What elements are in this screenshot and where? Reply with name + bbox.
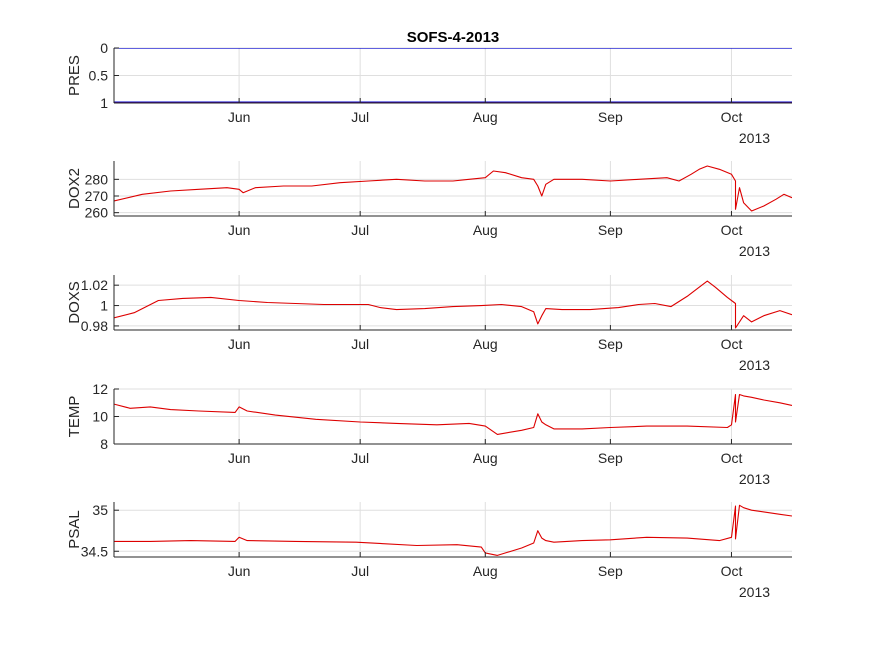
x-tick-label: Sep [598,336,623,352]
y-tick-label: 280 [85,171,109,187]
x-year-label: 2013 [739,243,770,259]
x-year-label: 2013 [739,584,770,600]
x-tick-label: Oct [721,109,743,125]
y-tick-label: 0.98 [81,318,108,334]
y-axis-label: PRES [66,55,83,96]
x-tick-label: Sep [598,563,623,579]
x-tick-label: Sep [598,222,623,238]
y-tick-label: 12 [92,381,108,397]
series-line-dox2 [114,165,792,212]
y-tick-label: 260 [85,205,109,221]
x-tick-label: Sep [598,450,623,466]
x-tick-label: Aug [473,563,498,579]
series-line-temp [114,393,792,435]
x-tick-label: Jun [228,222,251,238]
x-tick-label: Oct [721,222,743,238]
y-tick-label: 10 [92,409,108,425]
series-line-psal [114,504,792,556]
y-tick-label: 34.5 [81,543,108,559]
x-tick-label: Jul [351,563,369,579]
y-tick-label: 1 [100,95,108,111]
subplot-grid: Jun Jul Aug Sep Oct 2013 0 0.5 1 PRES Jun Jul Aug Sep… [66,40,792,600]
y-tick-label: 0.5 [89,68,109,84]
x-tick-label: Oct [721,450,743,466]
x-tick-label: Jun [228,336,251,352]
x-tick-label: Oct [721,563,743,579]
x-tick-label: Aug [473,222,498,238]
x-tick-label: Oct [721,336,743,352]
series-line-doxs [114,280,792,329]
y-axis-label: TEMP [66,396,83,438]
y-axis-label: PSAL [66,510,83,548]
y-tick-label: 1 [100,298,108,314]
x-tick-label: Jul [351,222,369,238]
y-tick-label: 270 [85,188,109,204]
y-tick-label: 0 [100,40,108,56]
x-tick-label: Jul [351,336,369,352]
subplot-temp: Jun Jul Aug Sep Oct 2013 8 10 12 TEMP [66,381,792,487]
x-tick-label: Jun [228,109,251,125]
y-tick-label: 1.02 [81,277,108,293]
x-tick-label: Jun [228,450,251,466]
y-tick-label: 35 [92,502,108,518]
x-tick-label: Sep [598,109,623,125]
x-tick-label: Jul [351,450,369,466]
subplot-psal: Jun Jul Aug Sep Oct 2013 34.5 35 PSAL [66,502,792,600]
x-year-label: 2013 [739,357,770,373]
x-year-label: 2013 [739,130,770,146]
y-axis-label: DOX2 [66,168,83,209]
x-tick-label: Jun [228,563,251,579]
x-tick-label: Jul [351,109,369,125]
y-axis-label: DOXS [66,281,83,324]
x-tick-label: Aug [473,109,498,125]
subplot-pres: Jun Jul Aug Sep Oct 2013 0 0.5 1 PRES [66,40,792,146]
x-tick-label: Aug [473,336,498,352]
x-tick-label: Aug [473,450,498,466]
y-tick-label: 8 [100,436,108,452]
figure-title: SOFS-4-2013 [407,29,500,46]
x-year-label: 2013 [739,471,770,487]
